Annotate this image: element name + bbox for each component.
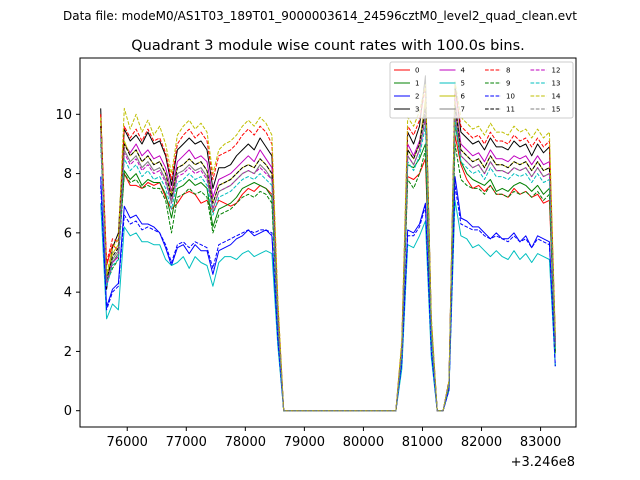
x-tick-label: 78000 [225,435,266,450]
legend-label-1: 1 [415,80,419,88]
legend-label-12: 12 [552,67,561,75]
legend-label-0: 0 [415,67,419,75]
series-line-1 [100,120,556,412]
plot-area [100,75,556,412]
chart-title: Quadrant 3 module wise count rates with … [131,38,525,54]
legend-label-5: 5 [461,80,465,88]
y-tick-label: 10 [55,108,72,123]
legend-label-15: 15 [552,106,561,114]
legend-label-7: 7 [461,106,465,114]
legend-label-3: 3 [415,106,419,114]
legend-label-4: 4 [461,67,466,75]
x-tick-label: 83000 [520,435,561,450]
series-line-13 [100,119,556,412]
y-tick-label: 8 [64,167,72,182]
y-tick-label: 4 [64,286,72,301]
series-line-5 [100,199,556,412]
x-tick-label: 82000 [461,435,502,450]
x-tick-label: 79000 [284,435,325,450]
x-offset-label: +3.246e8 [511,455,575,470]
figure-suptitle: Data file: modeM0/AS1T03_189T01_90000036… [63,9,577,23]
legend-label-2: 2 [415,93,419,101]
series-line-11 [100,104,556,412]
y-tick-label: 6 [64,226,72,241]
legend-frame [389,61,574,119]
x-tick-label: 80000 [343,435,384,450]
y-axis: 0 2 4 6 8 10 [55,108,80,419]
x-tick-label: 77000 [166,435,207,450]
y-tick-label: 0 [64,404,72,419]
series-line-15 [100,113,556,412]
series-line-8 [100,87,556,412]
legend-label-9: 9 [506,80,510,88]
x-tick-label: 76000 [107,435,148,450]
x-tick-label: 81000 [402,435,443,450]
series-line-3 [100,75,556,412]
y-tick-label: 2 [64,345,72,360]
series-line-2 [100,176,556,412]
legend-label-8: 8 [506,67,510,75]
legend-label-13: 13 [552,80,561,88]
axes-frame [79,57,577,428]
x-axis: 76000 77000 78000 79000 80000 81000 82000 83000 [107,427,561,450]
legend-label-14: 14 [552,93,561,101]
legend-label-6: 6 [461,93,466,101]
legend-label-11: 11 [506,106,515,114]
series-line-14 [100,81,556,412]
legend-label-10: 10 [506,93,515,101]
